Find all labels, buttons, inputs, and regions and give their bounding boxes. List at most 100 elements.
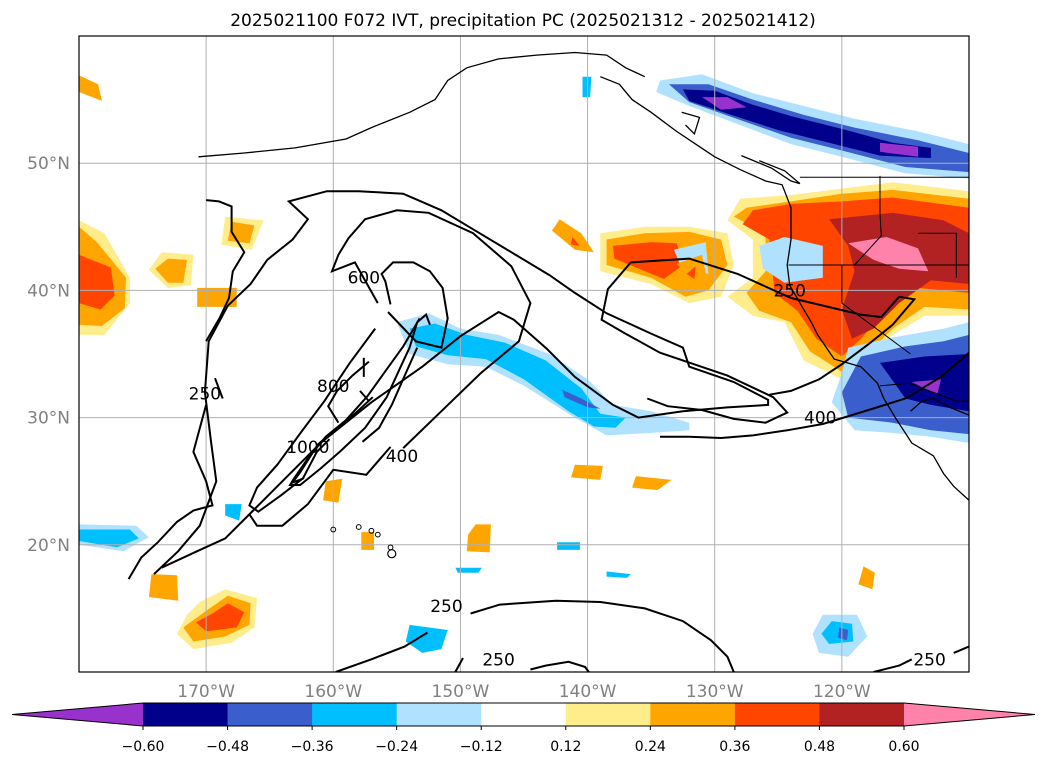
ivt-contour-line: [822, 351, 969, 425]
colorbar-tick-label: 0.60: [888, 739, 919, 755]
ivt-contour-line: [530, 660, 590, 672]
latitude-tick-label: 30°N: [27, 409, 70, 429]
coastlines: [198, 51, 969, 559]
colorbar: [11, 702, 1036, 727]
precip-region: [466, 524, 491, 553]
ivt-contour-line: [153, 190, 770, 575]
precip-region: [686, 266, 696, 279]
island: [374, 531, 381, 538]
coastline: [910, 397, 969, 416]
ivt-contour-label: 250: [913, 650, 945, 670]
ivt-contour-line: [630, 257, 917, 396]
precip-region: [848, 237, 929, 272]
colorbar-tick-label: 0.12: [550, 739, 581, 755]
colorbar-segment: [565, 703, 651, 726]
ivt-contour-line: [361, 347, 419, 443]
precip-region: [571, 464, 603, 480]
ivt-contour-line: [214, 377, 224, 399]
longitude-tick-label: 130°W: [686, 682, 744, 702]
colorbar-segment: [819, 703, 905, 726]
coastline: [681, 111, 701, 136]
precip-region: [606, 571, 631, 578]
colorbar-tick-label: 0.36: [719, 739, 750, 755]
ivt-contour-label: 600: [348, 269, 380, 289]
longitude-tick-label: 140°W: [559, 682, 617, 702]
ivt-contour-line: [327, 360, 370, 424]
ivt-contour-line: [470, 599, 735, 672]
colorbar-tick-label: −0.48: [206, 739, 249, 755]
latitude-tick-label: 20°N: [27, 536, 70, 556]
longitude-tick-label: 120°W: [813, 682, 871, 702]
ivt-contour-label: 400: [386, 447, 418, 467]
ivt-contour-line: [289, 423, 343, 485]
colorbar-segment: [143, 703, 229, 726]
ivt-contour-label: 1000: [286, 438, 329, 458]
ivt-contour-line: [248, 328, 377, 513]
precip-region: [838, 627, 849, 641]
colorbar-segment: [312, 703, 398, 726]
island: [330, 526, 337, 533]
colorbar-extend-low: [12, 703, 143, 726]
map-frame: [78, 35, 970, 673]
precip-region: [79, 254, 115, 310]
ivt-contour-line: [248, 446, 392, 527]
latitude-tick-label: 50°N: [27, 154, 70, 174]
precip-region: [148, 574, 179, 601]
longitude-tick-label: 160°W: [304, 682, 362, 702]
precip-region: [361, 532, 374, 550]
ivt-contour-label: 250: [482, 650, 514, 670]
colorbar-tick-label: −0.36: [291, 739, 334, 755]
ivt-contour-label: 250: [774, 281, 806, 301]
precip-region: [880, 142, 919, 157]
latitude-tick-label: 40°N: [27, 281, 70, 301]
ivt-contour-line: [288, 312, 431, 486]
precip-region: [455, 567, 482, 573]
precip-region: [196, 603, 245, 632]
ivt-contour-line: [660, 423, 823, 440]
ivt-contour-label: 400: [804, 409, 836, 429]
colorbar-tick-label: −0.12: [460, 739, 503, 755]
precip-region: [155, 258, 188, 283]
island-hawaii: [387, 549, 397, 559]
island: [355, 524, 362, 530]
precip-region: [571, 237, 580, 246]
precip-region: [632, 476, 672, 491]
chart-title: 2025021100 F072 IVT, precipitation PC (2…: [230, 11, 816, 31]
ivt-contour-labels: 250 250 250 250 250 400 400 600 800 1000: [189, 269, 946, 671]
island: [368, 527, 375, 534]
political-border: [879, 382, 969, 402]
precipitation-pc-field: [79, 74, 969, 657]
precip-region: [858, 566, 875, 590]
ivt-contour-line: [127, 404, 214, 580]
precip-region: [557, 542, 580, 550]
precip-region: [702, 97, 747, 110]
latitude-labels: 20°N 30°N 40°N 50°N: [27, 154, 70, 556]
ivt-contour-line: [454, 657, 464, 672]
colorbar-tick-label: −0.24: [375, 739, 418, 755]
ivt-contour-line: [335, 631, 428, 672]
ivt-contour-line: [205, 199, 246, 342]
colorbar-tick-label: 0.48: [804, 739, 835, 755]
political-border: [918, 232, 957, 278]
longitude-tick-label: 150°W: [432, 682, 490, 702]
precip-region: [79, 529, 139, 548]
precip-region: [582, 76, 592, 98]
colorbar-segment: [650, 703, 736, 726]
precip-region: [409, 323, 626, 428]
ivt-contour-line: [380, 261, 449, 349]
ivt-contour-line: [873, 658, 913, 672]
precip-region: [759, 237, 823, 283]
precip-region: [323, 478, 343, 503]
coastline: [198, 51, 646, 158]
colorbar-segment: [734, 703, 820, 726]
colorbar-tick-label: −0.60: [122, 739, 165, 755]
precip-region: [405, 624, 448, 653]
precip-region: [562, 389, 601, 409]
precip-region: [225, 504, 242, 521]
coastline: [600, 76, 969, 501]
colorbar-segment: [227, 703, 313, 726]
ivt-contour-line: [953, 645, 969, 654]
colorbar-extend-high: [904, 703, 1035, 726]
colorbar-ticks: −0.60 −0.48 −0.36 −0.24 −0.12 0.12 0.24 0.36 0.4…: [122, 726, 920, 755]
